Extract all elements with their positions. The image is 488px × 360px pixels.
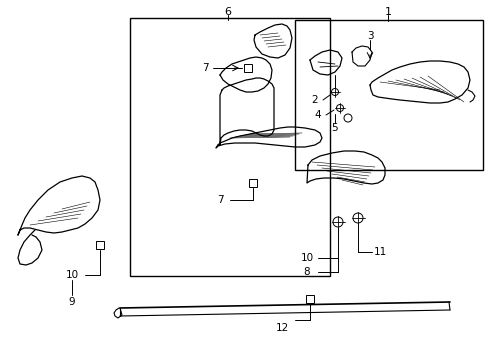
Text: 1: 1: [384, 7, 391, 17]
Text: 6: 6: [224, 7, 231, 17]
Bar: [130, 18, 329, 276]
Bar: [305, 295, 313, 303]
Bar: [96, 241, 104, 249]
Bar: [248, 179, 257, 187]
Text: 5: 5: [331, 123, 338, 133]
Bar: [244, 64, 251, 72]
Text: 9: 9: [68, 297, 75, 307]
Text: 4: 4: [314, 110, 321, 120]
Text: 8: 8: [303, 267, 310, 277]
Text: 11: 11: [373, 247, 386, 257]
Text: 10: 10: [300, 253, 313, 263]
Text: 10: 10: [65, 270, 79, 280]
Text: 2: 2: [311, 95, 318, 105]
Text: 7: 7: [216, 195, 223, 205]
Bar: [294, 20, 482, 170]
Text: 7: 7: [201, 63, 208, 73]
Text: 3: 3: [366, 31, 372, 41]
Text: 12: 12: [275, 323, 288, 333]
